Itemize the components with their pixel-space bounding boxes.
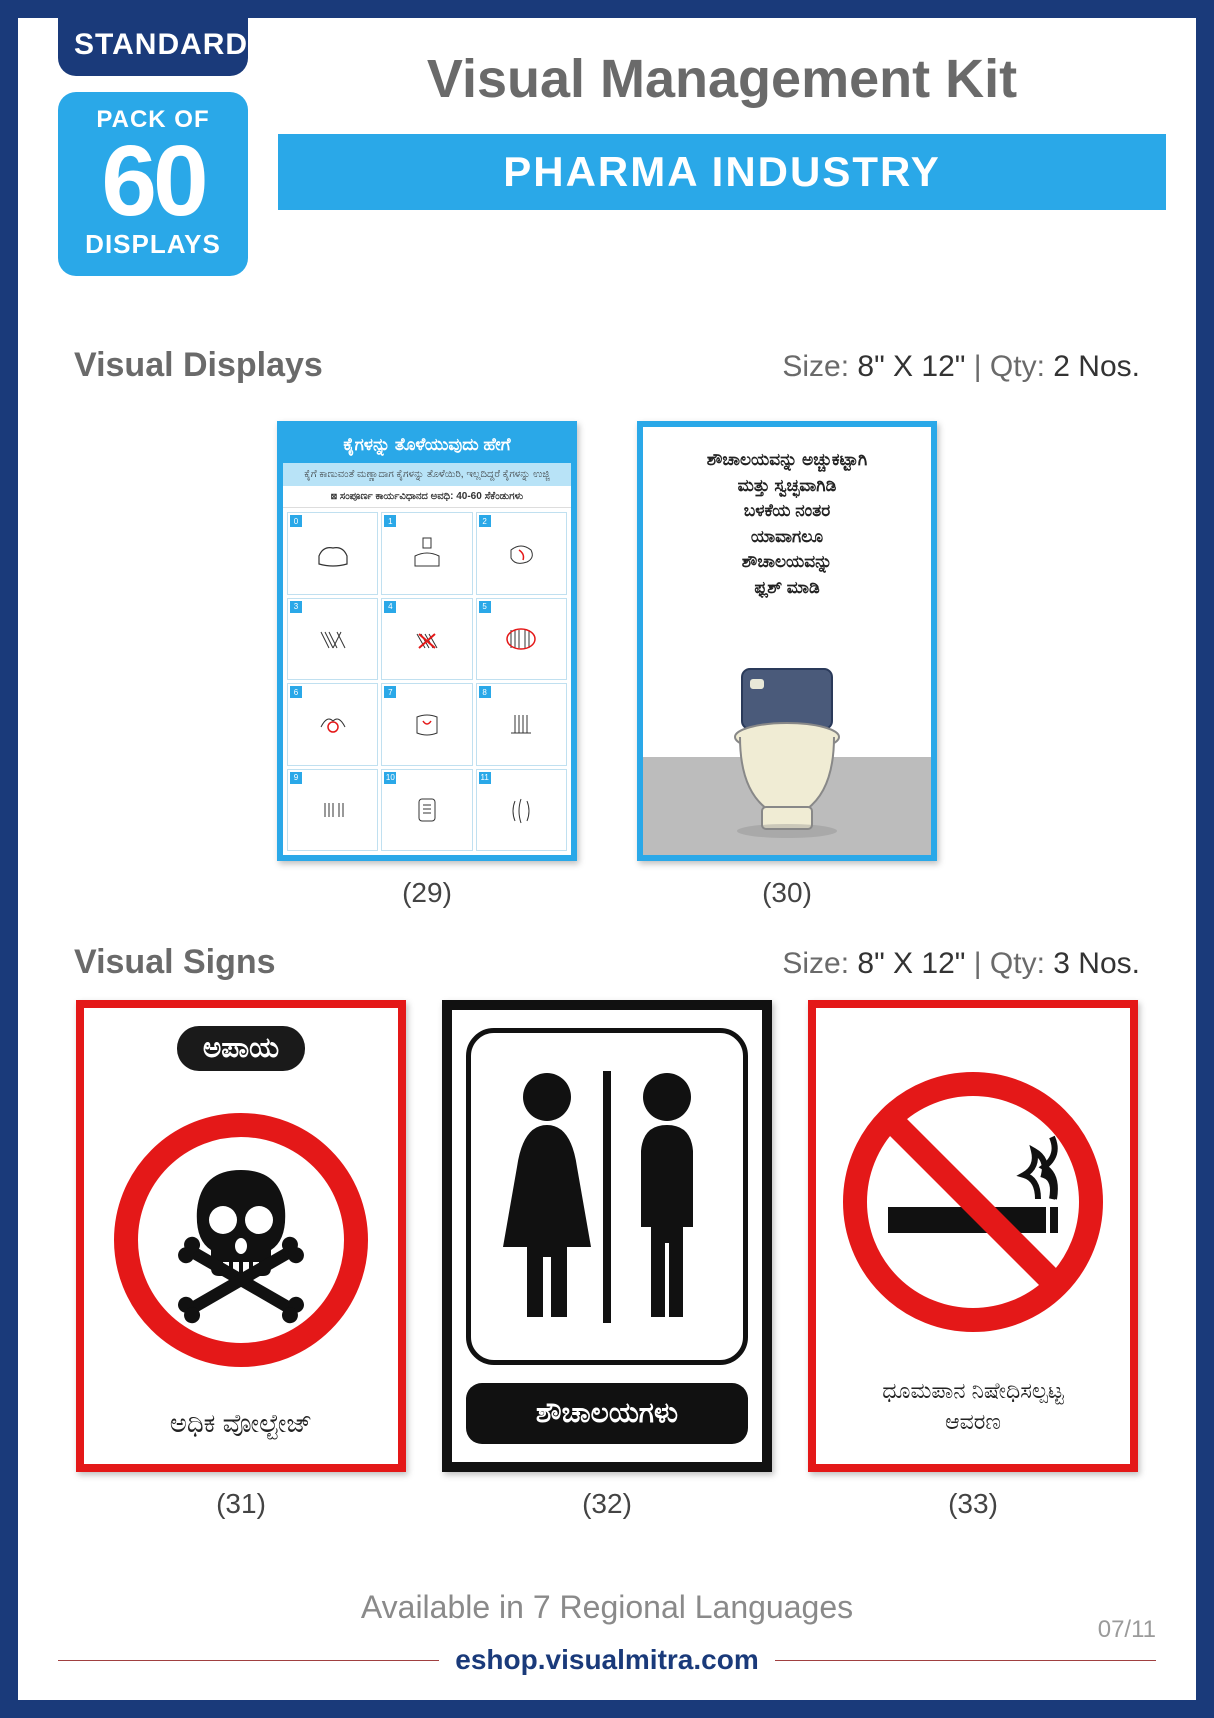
restroom-icon [466, 1028, 748, 1365]
poster-29-num: (29) [277, 877, 577, 909]
industry-bar: PHARMA INDUSTRY [278, 134, 1166, 210]
meta-divider: | [974, 947, 990, 980]
title-area: Visual Management Kit PHARMA INDUSTRY [248, 18, 1166, 210]
standard-badge: STANDARD [58, 18, 248, 76]
footer-divider [58, 1660, 439, 1661]
displays-label: DISPLAYS [68, 229, 238, 260]
poster-30-line: ಶೌಚಾಲಯವನ್ನು [653, 549, 921, 575]
poster-30-line: ಯಾವಾಗಲೂ [653, 524, 921, 550]
availability-text: Available in 7 Regional Languages [58, 1589, 1156, 1626]
size-value: 8" X 12" [857, 350, 965, 383]
poster-29-grid: 0 1 2 3 4 5 6 7 8 9 10 11 [283, 508, 571, 855]
poster-29: ಕೈಗಳನ್ನು ತೊಳೆಯುವುದು ಹೇಗೆ ಕೈಗೆ ಕಾಣುವಂತೆ ಮ… [277, 421, 577, 861]
poster-30: ಶೌಚಾಲಯವನ್ನು ಅಚ್ಚುಕಟ್ಟಾಗಿ ಮತ್ತು ಸ್ವಚ್ಛವಾಗ… [637, 421, 937, 861]
danger-pill: ಅಪಾಯ [177, 1026, 305, 1071]
no-smoking-icon [838, 1028, 1108, 1376]
poster-30-line: ಫ್ಲಶ್ ಮಾಡಿ [653, 575, 921, 601]
handwash-step: 6 [287, 683, 378, 766]
section-displays-header: Visual Displays Size: 8" X 12" | Qty: 2 … [18, 346, 1196, 385]
sign-31-num: (31) [76, 1488, 406, 1520]
handwash-step: 5 [476, 598, 567, 681]
poster-30-text: ಶೌಚಾಲಯವನ್ನು ಅಚ್ಚುಕಟ್ಟಾಗಿ ಮತ್ತು ಸ್ವಚ್ಛವಾಗ… [643, 427, 931, 610]
sign-32-num: (32) [442, 1488, 772, 1520]
sign-31: ಅಪಾಯ [76, 1000, 406, 1472]
sign-33-text: ಧೂಮಪಾನ ನಿಷೇಧಿಸಲ್ಪಟ್ಟ ಆವರಣ [882, 1376, 1064, 1444]
handwash-step: 2 [476, 512, 567, 595]
pack-count: 60 [68, 134, 238, 229]
qty-value: 3 Nos. [1053, 947, 1140, 980]
footer-line: eshop.visualmitra.com 07/11 [58, 1644, 1156, 1676]
sign-33-line: ಧೂಮಪಾನ ನಿಷೇಧಿಸಲ್ಪಟ್ಟ [882, 1376, 1064, 1407]
section-signs-title: Visual Signs [74, 943, 276, 982]
sign-32-label: ಶೌಚಾಲಯಗಳು [466, 1383, 748, 1444]
handwash-step: 4 [381, 598, 472, 681]
handwash-step: 0 [287, 512, 378, 595]
main-title: Visual Management Kit [278, 48, 1166, 110]
poster-29-duration: ⊠ ಸಂಪೂರ್ಣ ಕಾರ್ಯವಿಧಾನದ ಅವಧಿ: 40-60 ಸೆಕೆಂಡ… [283, 486, 571, 508]
page-number: 07/11 [1098, 1616, 1156, 1644]
section-displays-meta: Size: 8" X 12" | Qty: 2 Nos. [782, 350, 1140, 384]
sign-32-wrap: ಶೌಚಾಲಯಗಳು (32) [442, 1000, 772, 1520]
poster-30-line: ಶೌಚಾಲಯವನ್ನು ಅಚ್ಚುಕಟ್ಟಾಗಿ [653, 447, 921, 473]
footer-divider [775, 1660, 1156, 1661]
handwash-step: 1 [381, 512, 472, 595]
handwash-step: 9 [287, 769, 378, 852]
header: STANDARD PACK OF 60 DISPLAYS Visual Mana… [18, 18, 1196, 276]
size-label: Size: [782, 947, 849, 980]
section-signs-header: Visual Signs Size: 8" X 12" | Qty: 3 Nos… [18, 943, 1196, 982]
sign-33-wrap: ಧೂಮಪಾನ ನಿಷೇಧಿಸಲ್ಪಟ್ಟ ಆವರಣ (33) [808, 1000, 1138, 1520]
poster-30-line: ಮತ್ತು ಸ್ವಚ್ಛವಾಗಿಡಿ [653, 473, 921, 499]
poster-29-sub: ಕೈಗೆ ಕಾಣುವಂತೆ ಮಣ್ಣಾದಾಗ ಕೈಗಳನ್ನು ತೊಳೆಯಿರಿ… [283, 463, 571, 486]
handwash-step: 10 [381, 769, 472, 852]
poster-30-num: (30) [637, 877, 937, 909]
footer: Available in 7 Regional Languages eshop.… [58, 1589, 1156, 1676]
sign-33-num: (33) [808, 1488, 1138, 1520]
handwash-step: 11 [476, 769, 567, 852]
badge-column: STANDARD PACK OF 60 DISPLAYS [58, 18, 248, 276]
handwash-step: 3 [287, 598, 378, 681]
qty-label: Qty: [990, 947, 1045, 980]
footer-url: eshop.visualmitra.com [455, 1644, 758, 1676]
sign-33-line: ಆವರಣ [882, 1407, 1064, 1438]
signs-row: ಅಪಾಯ [18, 1000, 1196, 1520]
poster-30-wrap: ಶೌಚಾಲಯವನ್ನು ಅಚ್ಚುಕಟ್ಟಾಗಿ ಮತ್ತು ಸ್ವಚ್ಛವಾಗ… [637, 421, 937, 909]
sign-33: ಧೂಮಪಾನ ನಿಷೇಧಿಸಲ್ಪಟ್ಟ ಆವರಣ [808, 1000, 1138, 1472]
size-value: 8" X 12" [857, 947, 965, 980]
size-label: Size: [782, 350, 849, 383]
pack-badge: PACK OF 60 DISPLAYS [58, 92, 248, 276]
sign-31-wrap: ಅಪಾಯ [76, 1000, 406, 1520]
displays-row: ಕೈಗಳನ್ನು ತೊಳೆಯುವುದು ಹೇಗೆ ಕೈಗೆ ಕಾಣುವಂತೆ ಮ… [18, 421, 1196, 909]
catalog-page: STANDARD PACK OF 60 DISPLAYS Visual Mana… [0, 0, 1214, 1718]
poster-30-line: ಬಳಕೆಯ ನಂತರ [653, 498, 921, 524]
sign-32: ಶೌಚಾಲಯಗಳು [442, 1000, 772, 1472]
poster-29-wrap: ಕೈಗಳನ್ನು ತೊಳೆಯುವುದು ಹೇಗೆ ಕೈಗೆ ಕಾಣುವಂತೆ ಮ… [277, 421, 577, 909]
sign-31-text: ಅಧಿಕ ವೋಲ್ಟೇಜ್ [170, 1408, 313, 1446]
meta-divider: | [974, 350, 990, 383]
qty-value: 2 Nos. [1053, 350, 1140, 383]
skull-icon [111, 1071, 371, 1408]
toilet-icon [643, 610, 931, 855]
section-signs-meta: Size: 8" X 12" | Qty: 3 Nos. [782, 947, 1140, 981]
handwash-step: 7 [381, 683, 472, 766]
qty-label: Qty: [990, 350, 1045, 383]
poster-29-title: ಕೈಗಳನ್ನು ತೊಳೆಯುವುದು ಹೇಗೆ [283, 427, 571, 463]
section-displays-title: Visual Displays [74, 346, 323, 385]
handwash-step: 8 [476, 683, 567, 766]
